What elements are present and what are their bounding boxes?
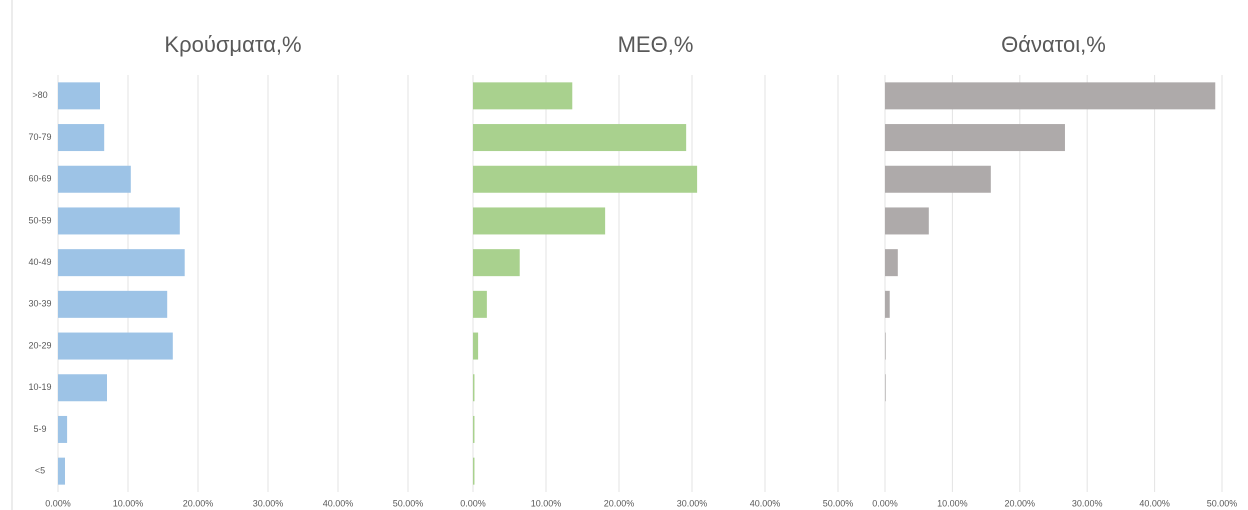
x-tick-label: 30.00% [1072, 498, 1103, 508]
bar [58, 82, 100, 110]
bar [473, 415, 475, 443]
bar [473, 249, 520, 277]
y-tick-label: <5 [35, 466, 45, 476]
x-tick-label: 20.00% [183, 498, 214, 508]
bar [473, 82, 573, 110]
y-tick-label: 50-59 [28, 215, 51, 225]
x-tick-label: 30.00% [253, 498, 284, 508]
bar [473, 207, 606, 235]
y-tick-label: 5-9 [33, 424, 46, 434]
y-tick-label: 70-79 [28, 132, 51, 142]
y-tick-label: 10-19 [28, 382, 51, 392]
x-tick-label: 20.00% [1005, 498, 1036, 508]
x-tick-label: 0.00% [872, 498, 898, 508]
y-tick-label: 40-49 [28, 257, 51, 267]
y-tick-label: 20-29 [28, 340, 51, 350]
x-tick-label: 40.00% [750, 498, 781, 508]
bar [58, 165, 131, 193]
bar [885, 290, 890, 318]
x-tick-label: 40.00% [1139, 498, 1170, 508]
bar [885, 82, 1216, 110]
chart-title: Θάνατοι,% [1001, 32, 1106, 57]
x-tick-label: 10.00% [531, 498, 562, 508]
bar [58, 457, 65, 485]
x-tick-label: 50.00% [1207, 498, 1238, 508]
bar [885, 249, 898, 277]
bar [885, 374, 886, 402]
bar [473, 457, 475, 485]
x-tick-label: 50.00% [823, 498, 854, 508]
bar [885, 207, 929, 235]
x-tick-label: 20.00% [604, 498, 635, 508]
y-tick-label: 30-39 [28, 299, 51, 309]
x-tick-label: 10.00% [113, 498, 144, 508]
bar [58, 332, 173, 360]
bar [473, 332, 479, 360]
x-tick-label: 40.00% [323, 498, 354, 508]
bar [473, 124, 687, 152]
bar [58, 374, 107, 402]
bar [885, 332, 886, 360]
x-tick-label: 30.00% [677, 498, 708, 508]
chart-title: Κρούσματα,% [164, 32, 301, 57]
bar [58, 290, 168, 318]
bar [473, 165, 698, 193]
bar [58, 207, 180, 235]
bar [885, 165, 991, 193]
chart-title: ΜΕΘ,% [618, 32, 694, 57]
x-tick-label: 10.00% [937, 498, 968, 508]
bar [885, 124, 1065, 152]
x-tick-label: 50.00% [393, 498, 424, 508]
bar [58, 249, 185, 277]
bar [473, 374, 475, 402]
x-tick-label: 0.00% [460, 498, 486, 508]
x-tick-label: 0.00% [45, 498, 71, 508]
bar [473, 290, 487, 318]
y-tick-label: >80 [32, 90, 47, 100]
bar [58, 415, 68, 443]
bar [58, 124, 105, 152]
y-tick-label: 60-69 [28, 174, 51, 184]
